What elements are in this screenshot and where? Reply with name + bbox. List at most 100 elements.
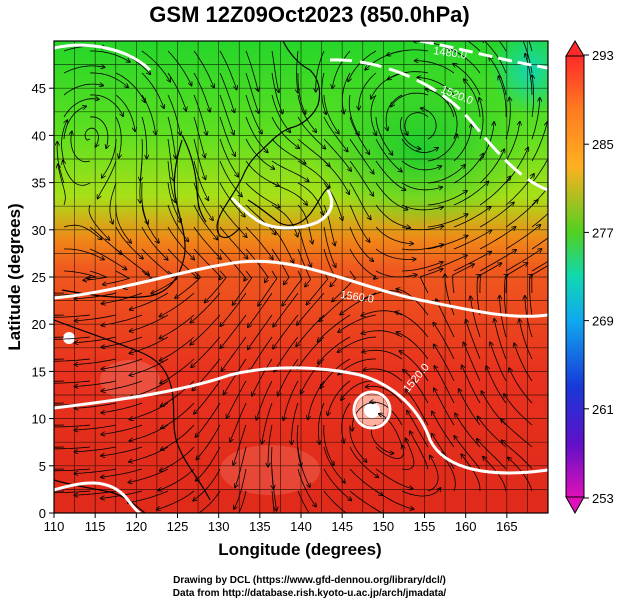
streamline <box>74 402 117 408</box>
y-tick-label: 25 <box>32 270 46 285</box>
streamline <box>504 394 533 426</box>
streamline <box>219 160 242 197</box>
streamline <box>115 226 143 259</box>
x-tick-label: 135 <box>249 519 271 534</box>
streamline <box>64 248 104 260</box>
streamline <box>363 369 403 382</box>
streamline <box>103 270 130 285</box>
streamline <box>505 225 540 250</box>
streamline <box>63 270 97 278</box>
streamline <box>532 75 534 118</box>
streamline <box>505 200 538 228</box>
streamline <box>455 413 481 448</box>
y-tick-label: 20 <box>32 317 46 332</box>
streamline <box>89 72 128 88</box>
streamline <box>89 116 108 149</box>
streamline <box>160 336 195 361</box>
streamline <box>479 149 504 184</box>
y-tick-label: 40 <box>32 128 46 143</box>
streamline <box>505 263 528 293</box>
streamline <box>297 468 316 507</box>
streamline <box>102 138 117 178</box>
streamline <box>54 490 65 492</box>
streamline <box>509 368 533 404</box>
streamline <box>341 380 377 400</box>
warm-spot <box>63 332 75 344</box>
streamline <box>453 207 491 228</box>
streamline <box>399 351 429 382</box>
streamline <box>297 182 323 215</box>
streamline <box>395 312 429 338</box>
colorbar-bottom-cap <box>565 496 585 515</box>
streamline <box>318 336 351 364</box>
streamline <box>401 138 438 153</box>
streamline <box>58 164 66 206</box>
streamline <box>141 226 168 260</box>
streamline <box>245 226 273 259</box>
streamline <box>401 245 443 251</box>
streamline <box>256 380 273 420</box>
streamline <box>245 138 274 169</box>
streamline <box>464 79 481 118</box>
streamline <box>379 414 403 448</box>
streamline <box>338 336 377 352</box>
streamline <box>501 440 533 470</box>
streamline <box>54 336 91 340</box>
streamline <box>340 292 377 315</box>
streamline <box>415 61 455 74</box>
y-tick-label: 15 <box>32 364 46 379</box>
x-tick-label: 110 <box>44 519 65 534</box>
streamline <box>332 270 356 302</box>
streamline <box>297 446 310 487</box>
streamline <box>342 72 351 114</box>
streamline <box>101 468 143 477</box>
streamline <box>271 468 277 511</box>
contour-line <box>54 366 548 475</box>
streamline <box>406 390 429 426</box>
streamline <box>101 424 143 435</box>
streamline <box>453 124 472 162</box>
streamline <box>519 319 533 360</box>
streamline <box>427 165 465 184</box>
x-tick-label: 140 <box>290 519 312 534</box>
streamline <box>407 411 429 448</box>
streamline <box>74 336 117 343</box>
colorbar-label: 277 <box>592 225 614 240</box>
streamline <box>159 292 195 317</box>
streamline <box>375 204 410 228</box>
streamline <box>386 94 403 131</box>
streamline <box>453 252 491 272</box>
streamline <box>349 160 373 196</box>
streamline <box>271 160 309 181</box>
contour-label: 1560.0 <box>340 289 375 306</box>
streamline <box>318 402 325 444</box>
streamline <box>115 204 131 243</box>
streamline <box>193 50 214 88</box>
streamline <box>271 72 283 114</box>
streamline <box>434 366 455 404</box>
x-tick-label: 150 <box>372 519 394 534</box>
typhoon-core <box>364 402 380 418</box>
streamline <box>193 138 206 179</box>
streamline <box>232 270 253 305</box>
streamline <box>54 358 91 362</box>
streamline <box>498 41 507 52</box>
warm-blob <box>220 445 320 495</box>
streamline <box>198 490 221 513</box>
y-tick-label: 35 <box>32 176 46 191</box>
typhoon-contour <box>352 390 392 430</box>
streamline <box>362 350 403 360</box>
contour-line <box>54 259 548 318</box>
streamline <box>230 402 247 442</box>
streamline <box>141 182 148 224</box>
streamline <box>220 314 247 348</box>
streamline <box>479 202 514 228</box>
streamline <box>75 314 117 321</box>
colorbar-label: 253 <box>592 491 614 506</box>
streamline <box>54 314 65 316</box>
streamline <box>401 488 441 497</box>
streamline <box>426 89 455 118</box>
streamline <box>323 204 335 246</box>
streamline <box>190 314 221 345</box>
